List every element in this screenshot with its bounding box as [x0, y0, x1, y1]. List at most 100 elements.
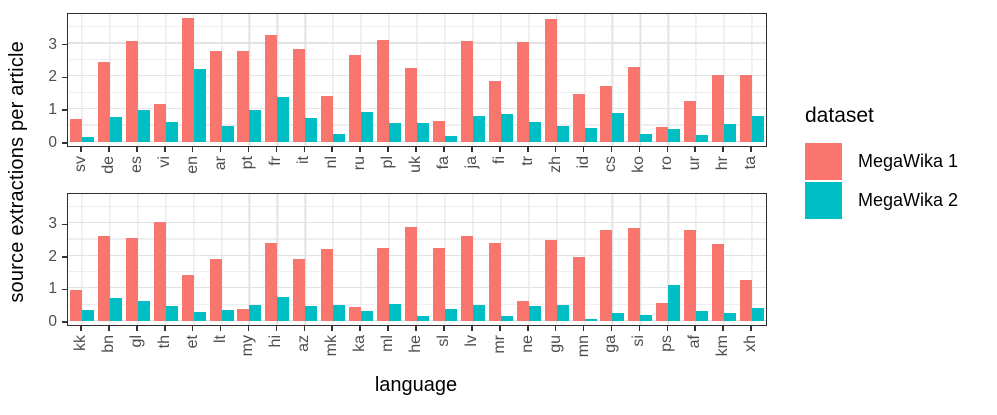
bar-group-nl	[319, 14, 347, 146]
bar-megawika1-tr	[516, 41, 529, 142]
vertical-gridline	[81, 14, 83, 146]
legend-item-megawika1: MegaWika 1	[805, 143, 958, 180]
y-tick-mark	[62, 288, 67, 291]
bar-megawika1-mr	[488, 242, 501, 321]
bar-megawika1-fr	[265, 35, 278, 142]
x-tick-cell	[486, 326, 514, 332]
bar-megawika1-es	[125, 41, 138, 142]
x-tick-label-text: sl	[434, 335, 452, 347]
vertical-gridline	[165, 14, 167, 146]
x-tick-cell	[598, 147, 626, 153]
x-tick-label-kk: kk	[67, 332, 95, 372]
x-tick-cell	[653, 147, 681, 153]
x-tick-label-ne: ne	[514, 332, 542, 372]
bar-megawika2-ne	[528, 306, 541, 321]
bar-megawika2-xh	[752, 307, 765, 321]
x-tick-label-text: de	[99, 156, 117, 174]
x-tick-mark	[275, 326, 278, 331]
vertical-gridline	[304, 194, 306, 325]
bar-megawika2-sl	[444, 308, 457, 321]
x-tick-label-uk: uk	[402, 153, 430, 193]
bar-megawika2-lt	[221, 309, 234, 321]
plot-row: 0 1 2 3	[34, 13, 767, 151]
bar-megawika1-vi	[153, 104, 166, 142]
bar-megawika1-ko	[628, 66, 641, 142]
x-tick-mark	[247, 147, 250, 152]
bar-megawika1-ro	[656, 127, 669, 142]
x-tick-cell	[151, 147, 179, 153]
x-tick-mark	[331, 147, 334, 152]
bar-megawika2-pl	[389, 123, 402, 142]
bar-megawika1-kk	[69, 290, 82, 321]
x-axis-title: language	[374, 374, 458, 396]
x-tick-cell	[653, 326, 681, 332]
x-tick-mark	[163, 147, 166, 152]
x-tick-label-text: gl	[127, 335, 145, 348]
bar-megawika2-az	[305, 305, 318, 321]
bar-megawika2-kk	[81, 310, 94, 321]
bar-group-id	[571, 14, 599, 146]
x-tick-mark	[610, 326, 613, 331]
y-axis-title: source extractions per article	[0, 6, 34, 338]
x-tick-cell	[570, 147, 598, 153]
bar-group-pt	[236, 14, 264, 146]
bar-megawika2-vi	[165, 122, 178, 142]
x-tick-label-ur: ur	[681, 153, 709, 193]
vertical-gridline	[332, 194, 334, 325]
x-tick-label-text: ur	[686, 156, 704, 171]
x-tick-label-pl: pl	[374, 153, 402, 193]
x-tick-mark	[694, 326, 697, 331]
bar-megawika1-id	[572, 94, 585, 142]
x-tick-mark	[554, 147, 557, 152]
bar-megawika2-hi	[277, 296, 290, 321]
bar-megawika2-id	[584, 128, 597, 142]
x-tick-mark	[247, 326, 250, 331]
x-tick-label-mr: mr	[486, 332, 514, 372]
bar-megawika2-en	[193, 69, 206, 142]
bar-megawika1-fi	[488, 81, 501, 142]
x-tick-mark	[666, 147, 669, 152]
x-tick-label-text: fa	[434, 156, 452, 170]
x-tick-mark	[526, 147, 529, 152]
x-tick-label-cs: cs	[598, 153, 626, 193]
vertical-gridline	[583, 14, 586, 146]
bar-megawika1-nl	[321, 96, 334, 142]
bar-group-az	[291, 194, 319, 325]
y-tick-label: 3	[48, 215, 57, 233]
vertical-gridline	[723, 14, 725, 146]
bar-megawika2-gu	[556, 304, 569, 321]
x-tick-mark	[415, 326, 417, 331]
bar-group-mr	[487, 194, 515, 325]
x-tick-label-lt: lt	[207, 332, 235, 372]
x-tick-label-text: si	[630, 335, 648, 347]
x-tick-mark	[582, 326, 585, 331]
x-tick-label-text: hi	[267, 335, 285, 348]
vertical-gridline	[220, 14, 223, 146]
x-tick-label-bn: bn	[95, 332, 123, 372]
vertical-gridline	[416, 194, 418, 325]
bar-megawika2-it	[305, 118, 318, 142]
x-label-row-top: sv de es vi en ar pt fr it nl ru pl uk fa ja fi tr zh id cs…	[67, 153, 765, 193]
x-tick-label-text: fi	[490, 156, 508, 164]
bar-group-en	[180, 14, 208, 146]
bar-megawika2-he	[417, 316, 430, 321]
x-tick-mark	[610, 147, 613, 152]
y-tick-mark	[62, 142, 67, 144]
x-tick-label-text: ja	[462, 156, 480, 169]
bar-megawika2-ga	[612, 312, 625, 321]
x-tick-label-id: id	[570, 153, 598, 193]
bar-group-mn	[571, 194, 599, 325]
y-tick-mark	[62, 321, 67, 323]
bar-megawika1-af	[684, 229, 697, 321]
y-axis-title-text: source extractions per article	[5, 41, 28, 303]
x-tick-mark	[638, 147, 641, 152]
x-tick-cell	[123, 326, 151, 332]
x-tick-cell	[95, 326, 123, 332]
x-tick-label-text: ml	[379, 335, 397, 352]
x-tick-mark	[498, 326, 501, 331]
bar-group-hi	[263, 194, 291, 325]
vertical-gridline	[276, 194, 278, 325]
x-label-row-bottom: kk bn gl th et lt my hi az mk ka ml he sl lv mr ne gu mn ga…	[67, 332, 765, 372]
vertical-gridline	[695, 14, 697, 146]
x-tick-label-mn: mn	[570, 332, 598, 372]
